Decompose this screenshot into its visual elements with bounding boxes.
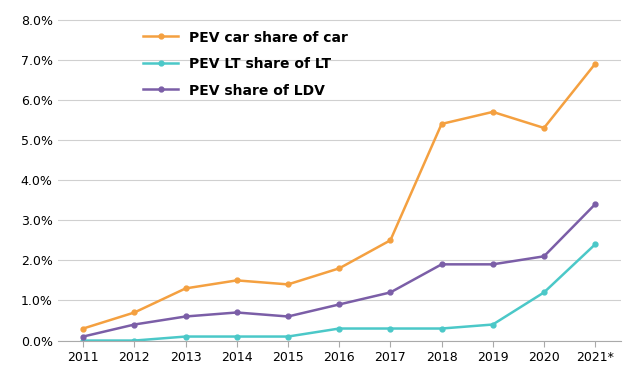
PEV car share of car [591, 62, 599, 66]
PEV car share of car [489, 110, 497, 114]
PEV car share of car [335, 266, 343, 271]
PEV car share of car [131, 310, 138, 315]
PEV share of LDV [79, 334, 87, 339]
Line: PEV LT share of LT: PEV LT share of LT [81, 242, 598, 343]
Legend: PEV car share of car, PEV LT share of LT, PEV share of LDV: PEV car share of car, PEV LT share of LT… [138, 25, 353, 103]
PEV share of LDV [591, 202, 599, 207]
Line: PEV share of LDV: PEV share of LDV [81, 202, 598, 339]
PEV LT share of LT [387, 326, 394, 331]
PEV LT share of LT [284, 334, 292, 339]
PEV share of LDV [540, 254, 548, 259]
PEV share of LDV [284, 314, 292, 319]
PEV share of LDV [131, 322, 138, 327]
PEV car share of car [182, 286, 189, 291]
PEV LT share of LT [591, 242, 599, 247]
PEV LT share of LT [233, 334, 241, 339]
Line: PEV car share of car: PEV car share of car [81, 61, 598, 331]
PEV share of LDV [335, 302, 343, 307]
PEV share of LDV [182, 314, 189, 319]
PEV car share of car [540, 126, 548, 130]
PEV share of LDV [387, 290, 394, 295]
PEV LT share of LT [131, 338, 138, 343]
PEV car share of car [387, 238, 394, 243]
PEV car share of car [79, 326, 87, 331]
PEV LT share of LT [438, 326, 445, 331]
PEV share of LDV [233, 310, 241, 315]
PEV car share of car [233, 278, 241, 283]
PEV car share of car [438, 122, 445, 126]
PEV LT share of LT [335, 326, 343, 331]
PEV LT share of LT [540, 290, 548, 295]
PEV LT share of LT [79, 338, 87, 343]
PEV car share of car [284, 282, 292, 287]
PEV share of LDV [489, 262, 497, 267]
PEV LT share of LT [182, 334, 189, 339]
PEV LT share of LT [489, 322, 497, 327]
PEV share of LDV [438, 262, 445, 267]
